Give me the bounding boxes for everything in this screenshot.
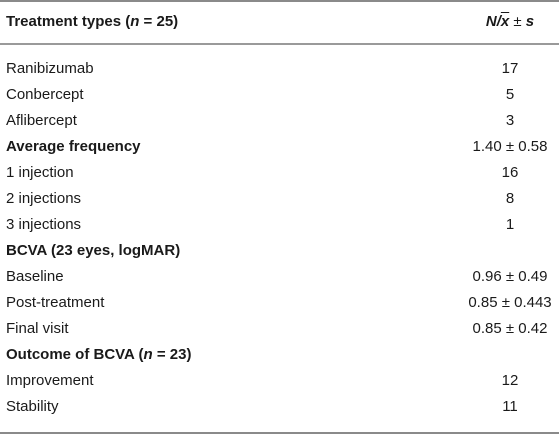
- header-label-suffix: = 25): [139, 13, 179, 30]
- row-label: 2 injections: [6, 190, 82, 207]
- section-label: Outcome of BCVA (n = 23): [6, 342, 191, 368]
- row-value: 0.85 ± 0.443: [468, 294, 552, 311]
- table-row: Aflibercept 3: [0, 108, 559, 134]
- table-row: Final visit 0.85 ± 0.42: [0, 316, 559, 342]
- row-label: Conbercept: [6, 86, 84, 103]
- section-label-n: n: [143, 346, 153, 363]
- table-row: Ranibizumab 17: [0, 56, 559, 82]
- row-label: Stability: [6, 398, 59, 415]
- row-label: Final visit: [6, 320, 69, 337]
- table-row: Post-treatment 0.85 ± 0.443: [0, 290, 559, 316]
- row-value: 3: [505, 112, 515, 129]
- row-value: 16: [501, 164, 519, 181]
- header-label-prefix: Treatment types (: [6, 13, 131, 30]
- row-value: 11: [502, 398, 518, 415]
- header-statistic: N/x ± s: [410, 8, 559, 36]
- row-label: Ranibizumab: [6, 60, 94, 77]
- section-label-suffix: = 23): [152, 346, 192, 363]
- row-label: Post-treatment: [6, 294, 105, 311]
- header-value-s: s: [525, 13, 535, 30]
- row-value: 1.40 ± 0.58: [472, 138, 548, 155]
- section-label-prefix: Outcome of BCVA (: [6, 346, 144, 363]
- row-label: Improvement: [6, 372, 94, 389]
- header-label-n: n: [130, 13, 140, 30]
- table-row: 1 injection 16: [0, 160, 559, 186]
- section-label: BCVA (23 eyes, logMAR): [6, 242, 181, 259]
- table-row-section: Average frequency 1.40 ± 0.58: [0, 134, 559, 160]
- table-bottom-rule: [0, 432, 559, 434]
- table-row-section: BCVA (23 eyes, logMAR): [0, 238, 559, 264]
- row-value: 1: [505, 216, 515, 233]
- row-label: 3 injections: [6, 216, 82, 233]
- section-label: Average frequency: [6, 138, 141, 155]
- table-row: Conbercept 5: [0, 82, 559, 108]
- table-top-rule: [0, 0, 559, 2]
- row-value: 0.96 ± 0.49: [472, 268, 548, 285]
- header-value-xbar: x: [500, 13, 510, 30]
- row-value: 0.85 ± 0.42: [472, 320, 548, 337]
- header-value-slash: /: [496, 13, 501, 30]
- table-row: Baseline 0.96 ± 0.49: [0, 264, 559, 290]
- table-row-section: Outcome of BCVA (n = 23): [0, 342, 559, 368]
- header-treatment-types: Treatment types (n = 25): [6, 8, 178, 36]
- header-value-n: N: [485, 13, 497, 30]
- table-header-row: Treatment types (n = 25) N/x ± s: [0, 8, 559, 36]
- table-row: Improvement 12: [0, 368, 559, 394]
- table-header-rule: [0, 43, 559, 45]
- table-row: 2 injections 8: [0, 186, 559, 212]
- table-row: Stability 11: [0, 394, 559, 420]
- row-value: 8: [505, 190, 515, 207]
- table-row: 3 injections 1: [0, 212, 559, 238]
- row-value: 12: [501, 372, 519, 389]
- row-value: 17: [501, 60, 519, 77]
- row-label: Aflibercept: [6, 112, 77, 129]
- header-value-pm: ±: [509, 13, 526, 30]
- row-value: 5: [505, 86, 515, 103]
- row-label: Baseline: [6, 268, 64, 285]
- row-label: 1 injection: [6, 164, 74, 181]
